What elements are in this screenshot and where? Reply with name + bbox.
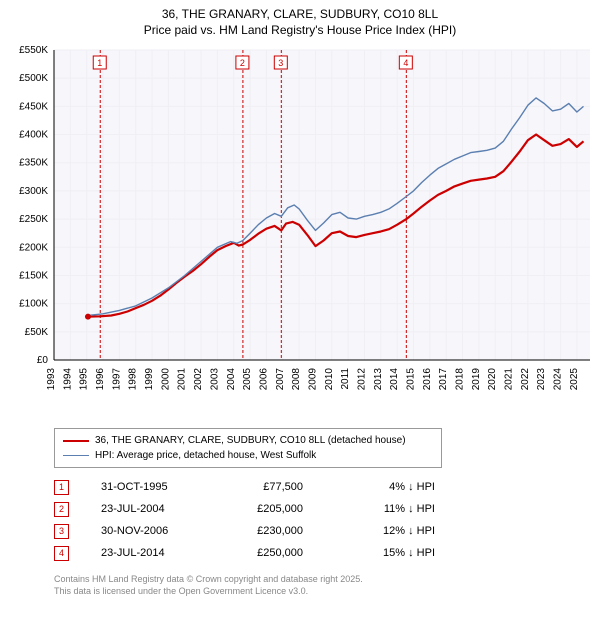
sale-price: £77,500 bbox=[223, 481, 303, 493]
svg-text:2011: 2011 bbox=[340, 368, 351, 390]
svg-text:£550K: £550K bbox=[19, 45, 48, 56]
sale-row: 4 23-JUL-2014 £250,000 15% ↓ HPI bbox=[54, 542, 600, 564]
svg-text:1999: 1999 bbox=[144, 368, 155, 391]
svg-text:£150K: £150K bbox=[19, 271, 48, 282]
svg-text:2019: 2019 bbox=[471, 368, 482, 391]
svg-text:2008: 2008 bbox=[291, 368, 302, 391]
svg-text:2002: 2002 bbox=[193, 368, 204, 391]
svg-text:2: 2 bbox=[240, 58, 245, 68]
svg-text:1998: 1998 bbox=[128, 368, 139, 391]
sale-marker: 4 bbox=[54, 546, 69, 561]
title-line2: Price paid vs. HM Land Registry's House … bbox=[10, 22, 590, 38]
svg-text:1994: 1994 bbox=[62, 368, 73, 391]
sale-table: 1 31-OCT-1995 £77,500 4% ↓ HPI 2 23-JUL-2004 £… bbox=[54, 476, 600, 564]
sale-price: £205,000 bbox=[223, 503, 303, 515]
svg-text:2016: 2016 bbox=[422, 368, 433, 391]
svg-text:2005: 2005 bbox=[242, 368, 253, 391]
sale-marker: 3 bbox=[54, 524, 69, 539]
sale-marker: 2 bbox=[54, 502, 69, 517]
sale-row: 1 31-OCT-1995 £77,500 4% ↓ HPI bbox=[54, 476, 600, 498]
legend-label: HPI: Average price, detached house, West… bbox=[95, 448, 316, 463]
svg-text:2000: 2000 bbox=[160, 368, 171, 391]
svg-text:1993: 1993 bbox=[46, 368, 57, 391]
sale-price: £250,000 bbox=[223, 547, 303, 559]
svg-text:2020: 2020 bbox=[487, 368, 498, 391]
svg-text:£400K: £400K bbox=[19, 130, 48, 141]
svg-text:2006: 2006 bbox=[258, 368, 269, 391]
sale-date: 31-OCT-1995 bbox=[101, 481, 191, 493]
sale-date: 23-JUL-2014 bbox=[101, 547, 191, 559]
chart: £0 £50K £100K £150K £200K £250K £300K £350K £400… bbox=[0, 40, 600, 420]
title-block: 36, THE GRANARY, CLARE, SUDBURY, CO10 8L… bbox=[0, 0, 600, 40]
svg-text:2014: 2014 bbox=[389, 368, 400, 391]
svg-text:£250K: £250K bbox=[19, 214, 48, 225]
sale-diff: 15% ↓ HPI bbox=[335, 547, 435, 559]
svg-text:2001: 2001 bbox=[177, 368, 188, 391]
svg-text:2003: 2003 bbox=[209, 368, 220, 391]
svg-text:2023: 2023 bbox=[536, 368, 547, 391]
svg-text:£50K: £50K bbox=[25, 327, 49, 338]
svg-text:2013: 2013 bbox=[373, 368, 384, 391]
sale-row: 2 23-JUL-2004 £205,000 11% ↓ HPI bbox=[54, 498, 600, 520]
svg-text:1: 1 bbox=[97, 58, 102, 68]
svg-text:2017: 2017 bbox=[438, 368, 449, 391]
legend-swatch bbox=[63, 455, 89, 456]
svg-text:1997: 1997 bbox=[111, 368, 122, 391]
svg-text:2015: 2015 bbox=[406, 368, 417, 391]
sale-price: £230,000 bbox=[223, 525, 303, 537]
svg-text:4: 4 bbox=[403, 58, 408, 68]
sale-diff: 11% ↓ HPI bbox=[335, 503, 435, 515]
sale-row: 3 30-NOV-2006 £230,000 12% ↓ HPI bbox=[54, 520, 600, 542]
legend-item: HPI: Average price, detached house, West… bbox=[63, 448, 433, 463]
svg-text:2018: 2018 bbox=[455, 368, 466, 391]
footer-line: Contains HM Land Registry data © Crown c… bbox=[54, 574, 600, 586]
svg-text:2021: 2021 bbox=[504, 368, 515, 391]
footer-line: This data is licensed under the Open Gov… bbox=[54, 586, 600, 598]
svg-text:3: 3 bbox=[278, 58, 283, 68]
legend: 36, THE GRANARY, CLARE, SUDBURY, CO10 8L… bbox=[54, 428, 442, 468]
svg-text:1996: 1996 bbox=[95, 368, 106, 391]
footer: Contains HM Land Registry data © Crown c… bbox=[54, 574, 600, 597]
legend-item: 36, THE GRANARY, CLARE, SUDBURY, CO10 8L… bbox=[63, 433, 433, 448]
sale-marker: 1 bbox=[54, 480, 69, 495]
svg-text:2025: 2025 bbox=[569, 368, 580, 391]
legend-swatch bbox=[63, 440, 89, 442]
svg-text:£0: £0 bbox=[37, 355, 49, 366]
svg-text:2009: 2009 bbox=[307, 368, 318, 391]
svg-text:1995: 1995 bbox=[79, 368, 90, 391]
svg-text:2010: 2010 bbox=[324, 368, 335, 391]
svg-text:£350K: £350K bbox=[19, 158, 48, 169]
sale-diff: 12% ↓ HPI bbox=[335, 525, 435, 537]
svg-text:£300K: £300K bbox=[19, 186, 48, 197]
sale-date: 23-JUL-2004 bbox=[101, 503, 191, 515]
svg-text:£450K: £450K bbox=[19, 102, 48, 113]
title-line1: 36, THE GRANARY, CLARE, SUDBURY, CO10 8L… bbox=[10, 6, 590, 22]
svg-text:2024: 2024 bbox=[553, 368, 564, 391]
sale-date: 30-NOV-2006 bbox=[101, 525, 191, 537]
svg-text:2022: 2022 bbox=[520, 368, 531, 391]
legend-label: 36, THE GRANARY, CLARE, SUDBURY, CO10 8L… bbox=[95, 433, 406, 448]
svg-text:2012: 2012 bbox=[356, 368, 367, 391]
chart-container: 36, THE GRANARY, CLARE, SUDBURY, CO10 8L… bbox=[0, 0, 600, 620]
svg-text:2004: 2004 bbox=[226, 368, 237, 391]
sale-diff: 4% ↓ HPI bbox=[335, 481, 435, 493]
svg-text:£500K: £500K bbox=[19, 74, 48, 85]
svg-text:£200K: £200K bbox=[19, 243, 48, 254]
svg-text:£100K: £100K bbox=[19, 299, 48, 310]
svg-text:2007: 2007 bbox=[275, 368, 286, 391]
